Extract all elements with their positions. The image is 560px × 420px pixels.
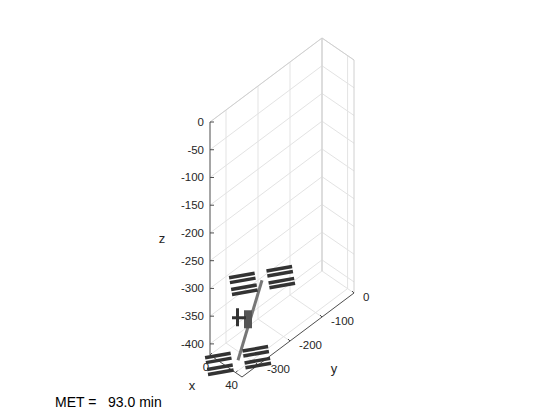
svg-text:-350: -350 <box>181 310 204 322</box>
svg-text:-100: -100 <box>331 315 354 327</box>
svg-text:0: 0 <box>198 116 204 128</box>
svg-text:y: y <box>331 361 338 376</box>
svg-text:40: 40 <box>225 379 238 391</box>
svg-text:-200: -200 <box>299 339 322 351</box>
svg-text:-150: -150 <box>181 199 204 211</box>
svg-text:-50: -50 <box>187 144 204 156</box>
svg-text:0: 0 <box>363 291 369 303</box>
svg-text:-400: -400 <box>181 338 204 350</box>
svg-text:-250: -250 <box>181 255 204 267</box>
svg-text:x: x <box>189 378 196 393</box>
svg-text:MET = 93.0 min: MET = 93.0 min <box>55 394 162 410</box>
svg-text:0: 0 <box>202 361 210 373</box>
svg-text:-100: -100 <box>181 171 204 183</box>
svg-text:-200: -200 <box>181 227 204 239</box>
svg-text:-300: -300 <box>267 363 290 375</box>
svg-text:-300: -300 <box>181 282 204 294</box>
svg-text:z: z <box>159 231 166 246</box>
